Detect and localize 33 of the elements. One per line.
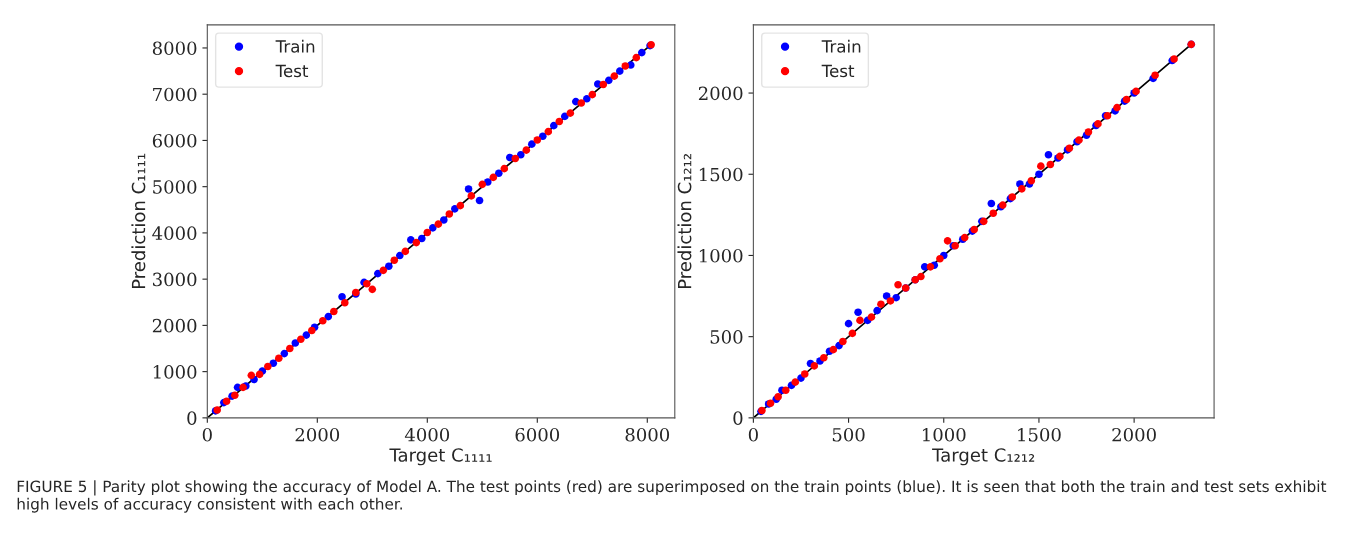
x-tick-label: 1000 xyxy=(922,427,966,442)
x-tick-label: 500 xyxy=(832,427,865,442)
y-tick-label: 1500 xyxy=(699,167,743,182)
y-tick-label: 1000 xyxy=(699,248,743,263)
y-tick-label: 6000 xyxy=(152,133,197,148)
x-tick-label: 0 xyxy=(748,427,758,442)
legend-label: Test xyxy=(275,64,309,78)
x-axis-title: Target C₁₂₁₂ xyxy=(932,448,1035,466)
caption: FIGURE 5 | Parity plot showing the accuracy of Model A. The test points (red) are superimposed on the train points (blue). It is seen that both the train and test sets exhibit high levels of accuracy consistent with each other. xyxy=(17,480,1327,513)
x-tick-label: 2000 xyxy=(1112,427,1156,442)
y-tick-label: 3000 xyxy=(153,272,197,287)
y-tick-label: 8000 xyxy=(152,41,197,56)
y-tick-label: 2000 xyxy=(698,86,743,101)
x-tick-label: 1500 xyxy=(1018,427,1061,442)
y-tick-label: 1000 xyxy=(153,365,197,379)
y-tick-label: 4000 xyxy=(152,226,197,241)
legend-label: Train xyxy=(821,39,861,53)
x-tick-label: 6000 xyxy=(515,427,560,442)
y-axis-title: Prediction C₁₁₁₁ xyxy=(131,153,146,289)
x-tick-label: 8000 xyxy=(625,427,670,442)
x-tick-label: 0 xyxy=(202,427,212,442)
legend-label: Train xyxy=(275,39,315,53)
y-tick-label: 7000 xyxy=(153,87,197,102)
y-axis-title: Prediction C₁₂₁₂ xyxy=(677,154,692,289)
x-axis-title: Target C₁₁₁₁ xyxy=(389,448,492,466)
y-tick-label: 500 xyxy=(710,330,743,344)
legend-label: Test xyxy=(821,64,855,78)
y-tick-label: 5000 xyxy=(153,180,197,194)
y-tick-label: 0 xyxy=(187,411,197,425)
x-tick-label: 2000 xyxy=(295,427,340,442)
y-tick-label: 2000 xyxy=(152,318,197,333)
x-tick-label: 4000 xyxy=(404,427,450,442)
y-tick-label: 0 xyxy=(733,411,743,425)
